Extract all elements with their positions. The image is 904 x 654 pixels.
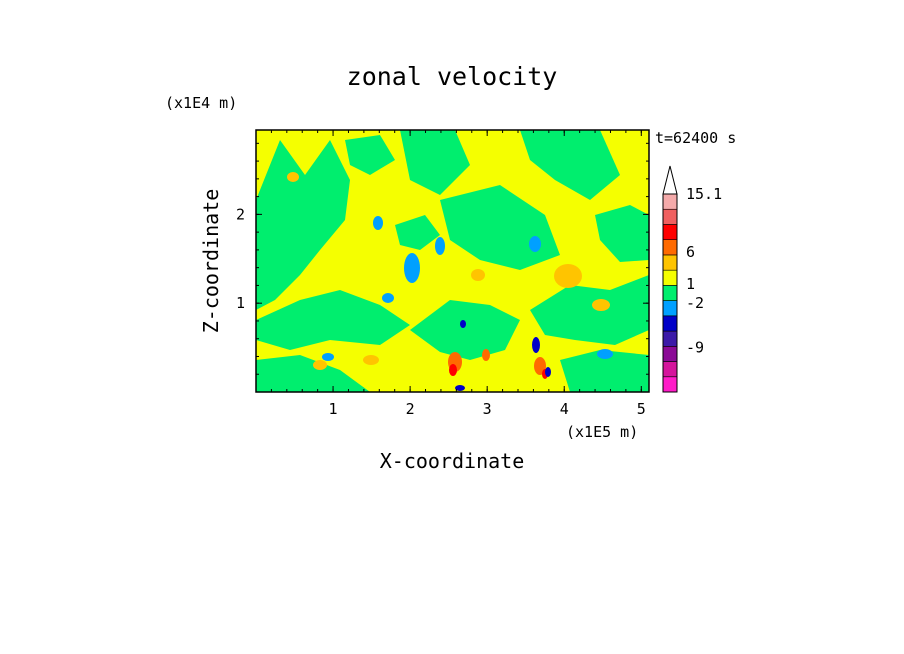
chart-title: zonal velocity [347, 62, 558, 91]
y-tick-label: 1 [236, 294, 245, 312]
colorbar-segment [662, 361, 678, 378]
colorbar-segment [662, 224, 678, 240]
colorbar-label: -9 [686, 338, 704, 356]
x-tick-label: 4 [560, 400, 569, 418]
plot-area [256, 130, 649, 392]
colorbar-label: 1 [686, 275, 695, 293]
colorbar-segment [662, 300, 678, 317]
colorbar-segment [662, 239, 678, 256]
contour-fill-blue [455, 320, 551, 391]
colorbar-segment [662, 330, 678, 347]
colorbar-label: 15.1 [686, 185, 722, 203]
x-scale-label: (x1E5 m) [566, 423, 638, 441]
contour-fill-green [256, 130, 649, 392]
x-tick-label: 1 [329, 400, 338, 418]
colorbar-max-triangle [662, 165, 678, 195]
y-axis-label: Z-coordinate [199, 189, 223, 334]
colorbar-segment [662, 193, 678, 210]
time-label: t=62400 s [655, 129, 736, 147]
plot-frame [255, 129, 650, 393]
colorbar-segment [662, 208, 678, 225]
colorbar: 15.1 6 1-2 -9 [662, 165, 722, 393]
colorbar-label: 6 [686, 243, 695, 261]
y-scale-label: (x1E4 m) [165, 94, 237, 112]
x-tick-label: 2 [406, 400, 415, 418]
contour-fill-orange [287, 172, 610, 370]
colorbar-segment [662, 254, 678, 271]
x-axis: 1 2 3 4 5 [270, 130, 646, 418]
colorbar-segment [662, 269, 678, 286]
contour-fill-cyan [322, 216, 613, 361]
y-axis: 12 [236, 142, 649, 375]
colorbar-label: -2 [686, 294, 704, 312]
colorbar-segment [662, 315, 678, 332]
colorbar-segment [662, 285, 678, 301]
y-tick-label: 2 [236, 205, 245, 223]
colorbar-segment [662, 346, 678, 362]
x-tick-label: 5 [637, 400, 646, 418]
x-tick-label: 3 [483, 400, 492, 418]
colorbar-frame [662, 193, 678, 393]
x-axis-label: X-coordinate [380, 449, 525, 473]
colorbar-segment [662, 376, 678, 393]
